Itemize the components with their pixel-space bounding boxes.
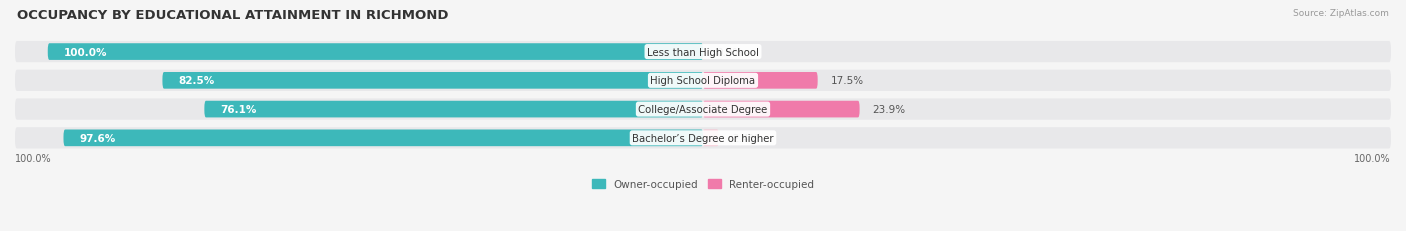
Text: High School Diploma: High School Diploma [651, 76, 755, 86]
Text: 0.0%: 0.0% [716, 47, 742, 57]
FancyBboxPatch shape [163, 73, 703, 89]
Legend: Owner-occupied, Renter-occupied: Owner-occupied, Renter-occupied [588, 175, 818, 194]
Text: 100.0%: 100.0% [1354, 153, 1391, 163]
FancyBboxPatch shape [703, 101, 859, 118]
FancyBboxPatch shape [63, 130, 703, 146]
FancyBboxPatch shape [204, 101, 703, 118]
Text: Less than High School: Less than High School [647, 47, 759, 57]
Text: College/Associate Degree: College/Associate Degree [638, 105, 768, 115]
Text: 100.0%: 100.0% [65, 47, 108, 57]
Text: 76.1%: 76.1% [221, 105, 257, 115]
FancyBboxPatch shape [15, 70, 1391, 91]
Text: 17.5%: 17.5% [831, 76, 863, 86]
FancyBboxPatch shape [15, 99, 1391, 120]
Text: 100.0%: 100.0% [15, 153, 52, 163]
FancyBboxPatch shape [15, 42, 1391, 63]
FancyBboxPatch shape [15, 128, 1391, 149]
FancyBboxPatch shape [703, 73, 818, 89]
Text: OCCUPANCY BY EDUCATIONAL ATTAINMENT IN RICHMOND: OCCUPANCY BY EDUCATIONAL ATTAINMENT IN R… [17, 9, 449, 22]
Text: 2.4%: 2.4% [733, 133, 758, 143]
Text: 97.6%: 97.6% [80, 133, 117, 143]
Text: 23.9%: 23.9% [873, 105, 905, 115]
FancyBboxPatch shape [703, 130, 718, 146]
Text: Source: ZipAtlas.com: Source: ZipAtlas.com [1294, 9, 1389, 18]
Text: Bachelor’s Degree or higher: Bachelor’s Degree or higher [633, 133, 773, 143]
Text: 82.5%: 82.5% [179, 76, 215, 86]
FancyBboxPatch shape [48, 44, 703, 61]
